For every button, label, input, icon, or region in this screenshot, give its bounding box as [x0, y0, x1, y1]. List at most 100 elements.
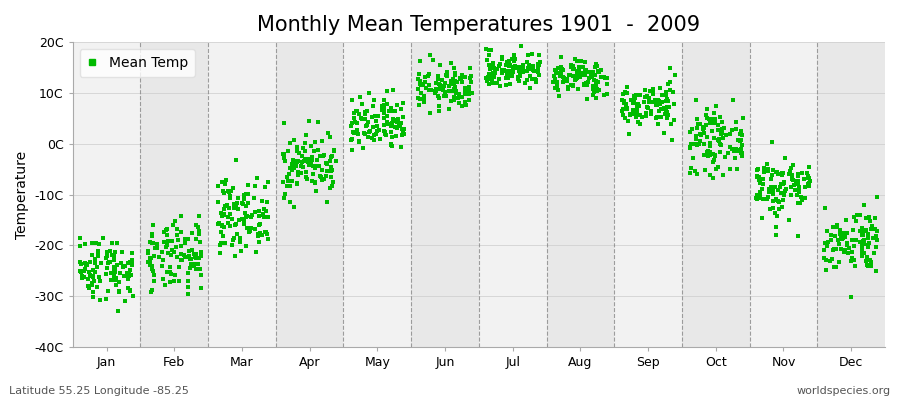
- Point: [292, 150, 306, 156]
- Point: [299, 174, 313, 180]
- Point: [346, 114, 361, 121]
- Point: [290, 144, 304, 150]
- Point: [73, 235, 87, 241]
- Point: [642, 94, 656, 101]
- Point: [626, 111, 641, 118]
- Point: [617, 89, 632, 95]
- Point: [802, 164, 816, 170]
- Point: [220, 202, 235, 208]
- Point: [110, 240, 124, 246]
- Point: [793, 200, 807, 206]
- Point: [500, 75, 515, 82]
- Point: [327, 147, 341, 154]
- Point: [438, 93, 453, 99]
- Point: [796, 175, 811, 182]
- Point: [801, 173, 815, 180]
- Point: [696, 125, 710, 132]
- Point: [170, 254, 184, 260]
- Point: [176, 257, 190, 263]
- Point: [107, 252, 122, 258]
- Point: [870, 236, 885, 243]
- Point: [86, 294, 100, 300]
- Point: [630, 110, 644, 116]
- Point: [776, 197, 790, 204]
- Point: [479, 75, 493, 82]
- Point: [215, 222, 230, 228]
- Point: [230, 200, 245, 206]
- Point: [797, 195, 812, 201]
- Point: [183, 256, 197, 262]
- Point: [859, 227, 873, 233]
- Point: [370, 128, 384, 134]
- Point: [418, 74, 433, 80]
- Point: [703, 172, 717, 178]
- Point: [629, 110, 643, 117]
- Point: [686, 155, 700, 161]
- Point: [590, 79, 605, 86]
- Point: [642, 99, 656, 105]
- Point: [868, 215, 883, 221]
- Point: [214, 213, 229, 219]
- Point: [486, 70, 500, 76]
- Point: [777, 180, 791, 187]
- Point: [574, 70, 589, 76]
- Point: [498, 68, 512, 74]
- Point: [94, 297, 108, 303]
- Point: [629, 114, 643, 121]
- Point: [229, 221, 243, 228]
- Point: [108, 268, 122, 275]
- Point: [730, 166, 744, 172]
- Point: [784, 184, 798, 190]
- Point: [619, 100, 634, 107]
- Point: [652, 108, 666, 114]
- Point: [508, 56, 522, 62]
- Point: [160, 238, 175, 244]
- Point: [562, 72, 577, 78]
- Point: [462, 97, 476, 103]
- Point: [516, 69, 530, 75]
- Point: [218, 180, 232, 187]
- Point: [701, 153, 716, 159]
- Point: [482, 47, 497, 54]
- Point: [158, 282, 172, 288]
- Point: [554, 69, 569, 76]
- Point: [77, 260, 92, 266]
- Point: [358, 116, 373, 122]
- Point: [106, 269, 121, 275]
- Point: [277, 154, 292, 161]
- Point: [233, 235, 248, 241]
- Point: [702, 152, 716, 158]
- Point: [565, 82, 580, 89]
- Point: [462, 91, 476, 98]
- Point: [439, 72, 454, 79]
- Point: [391, 124, 405, 130]
- Point: [835, 232, 850, 238]
- Point: [178, 240, 193, 246]
- Point: [428, 80, 443, 86]
- Point: [415, 82, 429, 88]
- Point: [491, 66, 505, 72]
- Point: [289, 179, 303, 186]
- Point: [832, 227, 847, 234]
- Point: [633, 121, 647, 127]
- Bar: [479, 42, 546, 347]
- Point: [345, 97, 359, 104]
- Point: [424, 86, 438, 93]
- Point: [505, 73, 519, 80]
- Text: Latitude 55.25 Longitude -85.25: Latitude 55.25 Longitude -85.25: [9, 386, 189, 396]
- Point: [320, 130, 335, 136]
- Point: [231, 206, 246, 212]
- Point: [260, 199, 274, 206]
- Point: [377, 128, 392, 134]
- Point: [618, 115, 633, 121]
- Point: [706, 151, 720, 157]
- Point: [620, 106, 634, 112]
- Point: [308, 165, 322, 171]
- Point: [411, 86, 426, 92]
- Point: [366, 96, 381, 103]
- Title: Monthly Mean Temperatures 1901  -  2009: Monthly Mean Temperatures 1901 - 2009: [257, 15, 700, 35]
- Point: [778, 185, 793, 192]
- Point: [155, 248, 169, 255]
- Point: [531, 66, 545, 73]
- Point: [140, 248, 155, 254]
